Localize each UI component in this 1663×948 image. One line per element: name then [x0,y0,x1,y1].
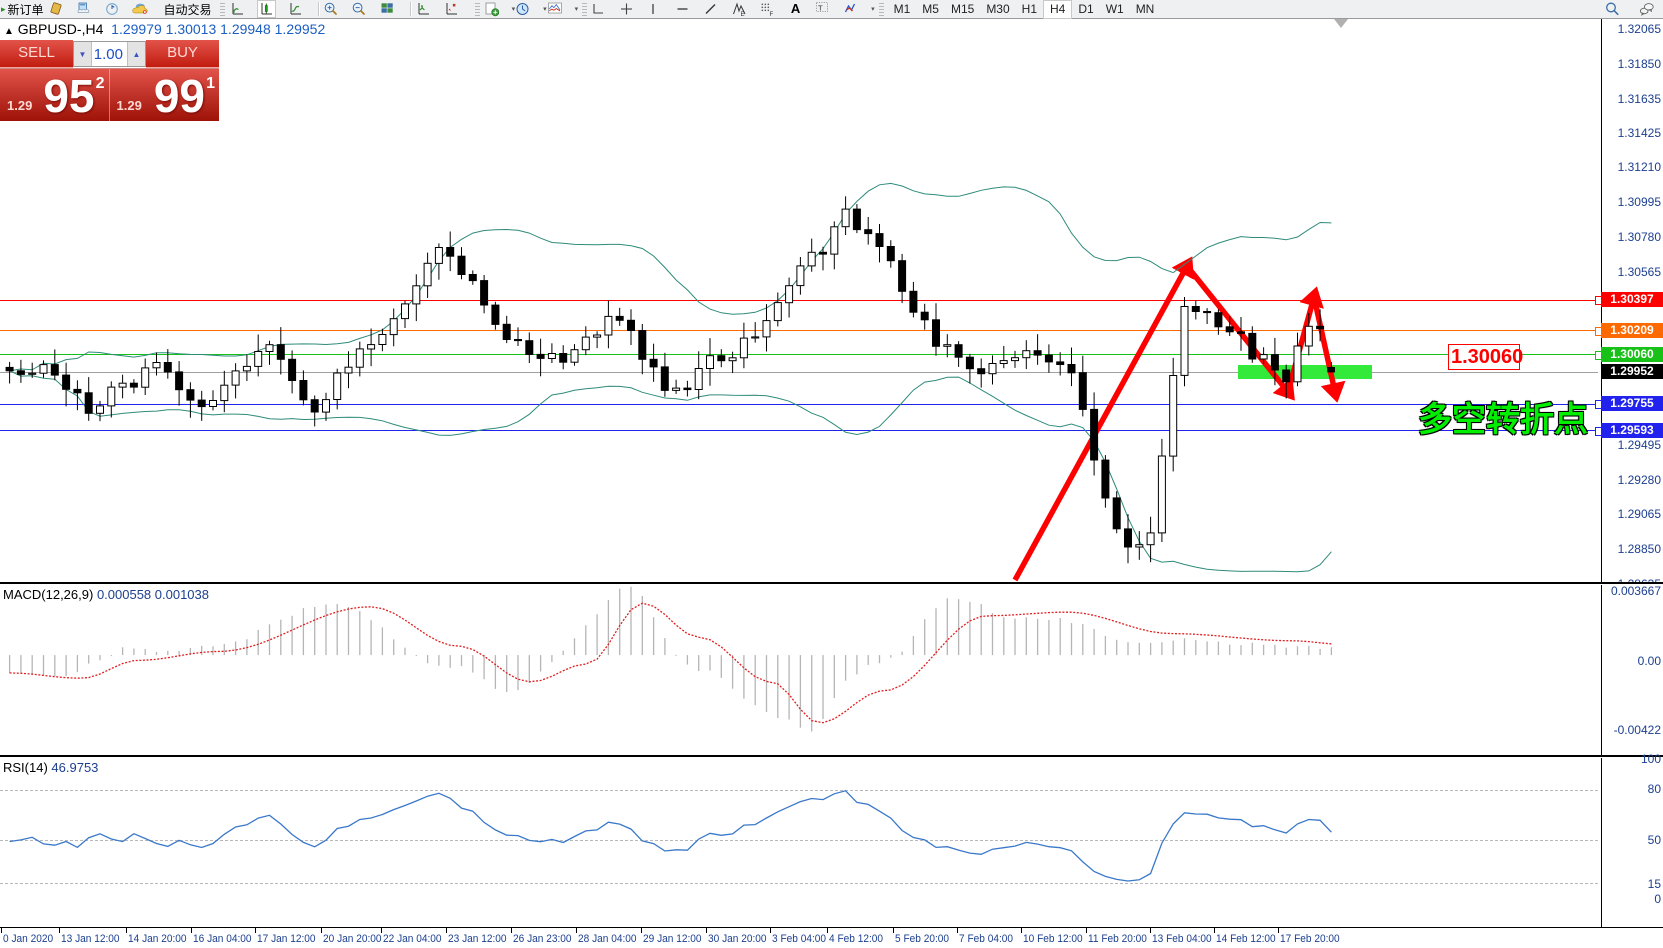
svg-text:E: E [741,12,745,17]
svg-text:T: T [818,4,823,13]
svg-text:F: F [770,12,774,17]
